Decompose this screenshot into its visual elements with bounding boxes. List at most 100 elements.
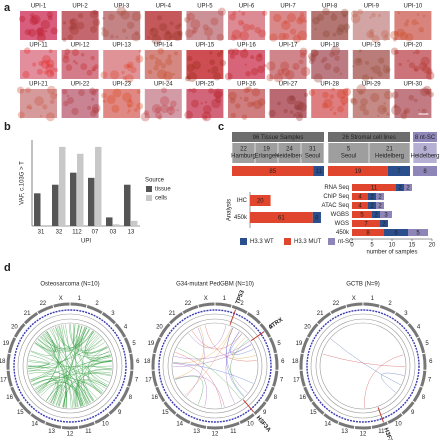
tissue-texture bbox=[203, 115, 208, 120]
tissue-texture bbox=[92, 18, 101, 27]
tissue-texture bbox=[341, 102, 345, 107]
legend-label: nt-SC bbox=[338, 239, 354, 245]
tissue-texture bbox=[334, 55, 340, 61]
legend-swatch bbox=[284, 238, 291, 245]
tissue-texture bbox=[131, 32, 141, 42]
chromosome-ring bbox=[151, 302, 279, 430]
chord bbox=[72, 324, 94, 402]
histology-image bbox=[61, 11, 99, 40]
chromosome-label: 17 bbox=[293, 377, 300, 383]
tissue-texture bbox=[69, 25, 80, 35]
tissue-texture bbox=[283, 20, 288, 25]
sample-label: UPI-5 bbox=[197, 4, 213, 10]
sample-label: UPI-3 bbox=[114, 4, 130, 10]
chromosome-gap bbox=[353, 423, 356, 431]
tissue-texture bbox=[143, 110, 150, 116]
tissue-texture bbox=[292, 34, 302, 43]
chromosome-ring bbox=[299, 302, 427, 430]
x-tick-label: 112 bbox=[72, 230, 82, 236]
sample-label: UPI-22 bbox=[71, 82, 90, 88]
tissue-texture bbox=[127, 68, 130, 71]
tissue-texture bbox=[296, 114, 303, 122]
tissue-texture bbox=[397, 11, 401, 15]
tissue-texture bbox=[135, 54, 144, 63]
histology-image bbox=[394, 50, 432, 79]
chromosome-gap bbox=[35, 310, 41, 317]
chromosome-gap bbox=[196, 303, 200, 311]
assay-bar bbox=[352, 220, 380, 227]
tissue-texture bbox=[342, 14, 347, 18]
chromosome-label: 16 bbox=[151, 395, 158, 401]
histology-image bbox=[103, 11, 141, 40]
tissue-texture bbox=[292, 62, 300, 71]
tissue-texture bbox=[310, 49, 319, 58]
copy-number-ring bbox=[306, 309, 420, 423]
tissue-texture bbox=[151, 34, 162, 45]
tissue-texture bbox=[391, 105, 402, 116]
tissue-texture bbox=[382, 107, 387, 112]
cohort-header bbox=[413, 132, 437, 142]
sample-label: UPI-24 bbox=[154, 82, 173, 88]
tissue-texture bbox=[86, 69, 93, 76]
tissue-texture bbox=[329, 108, 333, 111]
sample-label: UPI-8 bbox=[322, 4, 338, 10]
circos-title: Osteosarcoma (N=10) bbox=[40, 282, 99, 288]
tissue-texture bbox=[95, 88, 99, 92]
row-label: RNA Seq bbox=[324, 185, 349, 191]
tissue-texture bbox=[91, 90, 97, 96]
panel-label: d bbox=[4, 262, 11, 274]
x-tick-label: 5 bbox=[370, 243, 374, 249]
chord bbox=[28, 359, 50, 364]
x-axis-title: UPI bbox=[81, 239, 91, 245]
tissue-texture bbox=[187, 55, 193, 61]
tissue-texture bbox=[257, 65, 265, 74]
tissue-texture bbox=[94, 64, 99, 69]
chromosome-label: 13 bbox=[193, 429, 200, 435]
tissue-texture bbox=[282, 33, 290, 40]
site-box bbox=[328, 143, 369, 163]
tissue-texture bbox=[390, 47, 399, 55]
site-name: Hamburg bbox=[231, 154, 256, 160]
chromosome-gap bbox=[51, 303, 55, 311]
chromosome-label: 9 bbox=[118, 410, 122, 416]
chromosome-label: 14 bbox=[324, 422, 331, 428]
assay-bar bbox=[352, 193, 368, 200]
tissue-texture bbox=[248, 24, 255, 31]
tissue-texture bbox=[208, 88, 214, 94]
tissue-texture bbox=[78, 89, 85, 96]
tissue-texture bbox=[340, 96, 349, 105]
tissue-texture bbox=[45, 112, 55, 122]
gene-marker bbox=[242, 399, 254, 413]
tissue-texture bbox=[340, 8, 349, 17]
bar-value: 11 bbox=[371, 185, 378, 191]
chromosome-gap bbox=[77, 423, 80, 431]
assay-bar bbox=[352, 184, 396, 191]
tissue-texture bbox=[127, 109, 131, 112]
chord bbox=[322, 353, 405, 367]
tissue-texture bbox=[242, 23, 251, 32]
chromosome-gap bbox=[417, 384, 425, 389]
tissue-texture bbox=[202, 24, 209, 31]
histology-image bbox=[186, 50, 224, 79]
chromosome-label: 11 bbox=[85, 429, 92, 435]
tissue-texture bbox=[186, 63, 195, 72]
chromosome-gap bbox=[299, 352, 307, 355]
tissue-texture bbox=[403, 109, 408, 115]
tissue-texture bbox=[289, 28, 297, 35]
tissue-texture bbox=[160, 104, 169, 114]
chord bbox=[37, 331, 57, 351]
tissue-texture bbox=[237, 19, 244, 26]
tissue-texture bbox=[257, 53, 263, 58]
bar-value: 2 bbox=[378, 203, 382, 209]
tissue-texture bbox=[299, 47, 308, 56]
site-count: 5 bbox=[347, 147, 351, 153]
chromosome-gap bbox=[167, 321, 173, 327]
tissue-texture bbox=[369, 16, 372, 19]
tissue-texture bbox=[309, 54, 317, 62]
gene-marker bbox=[250, 331, 265, 342]
tissue-texture bbox=[350, 10, 358, 18]
sample-label: UPI-10 bbox=[404, 4, 423, 10]
tissue-texture bbox=[297, 102, 307, 112]
tissue-texture bbox=[251, 87, 261, 97]
tissue-texture bbox=[47, 85, 56, 95]
